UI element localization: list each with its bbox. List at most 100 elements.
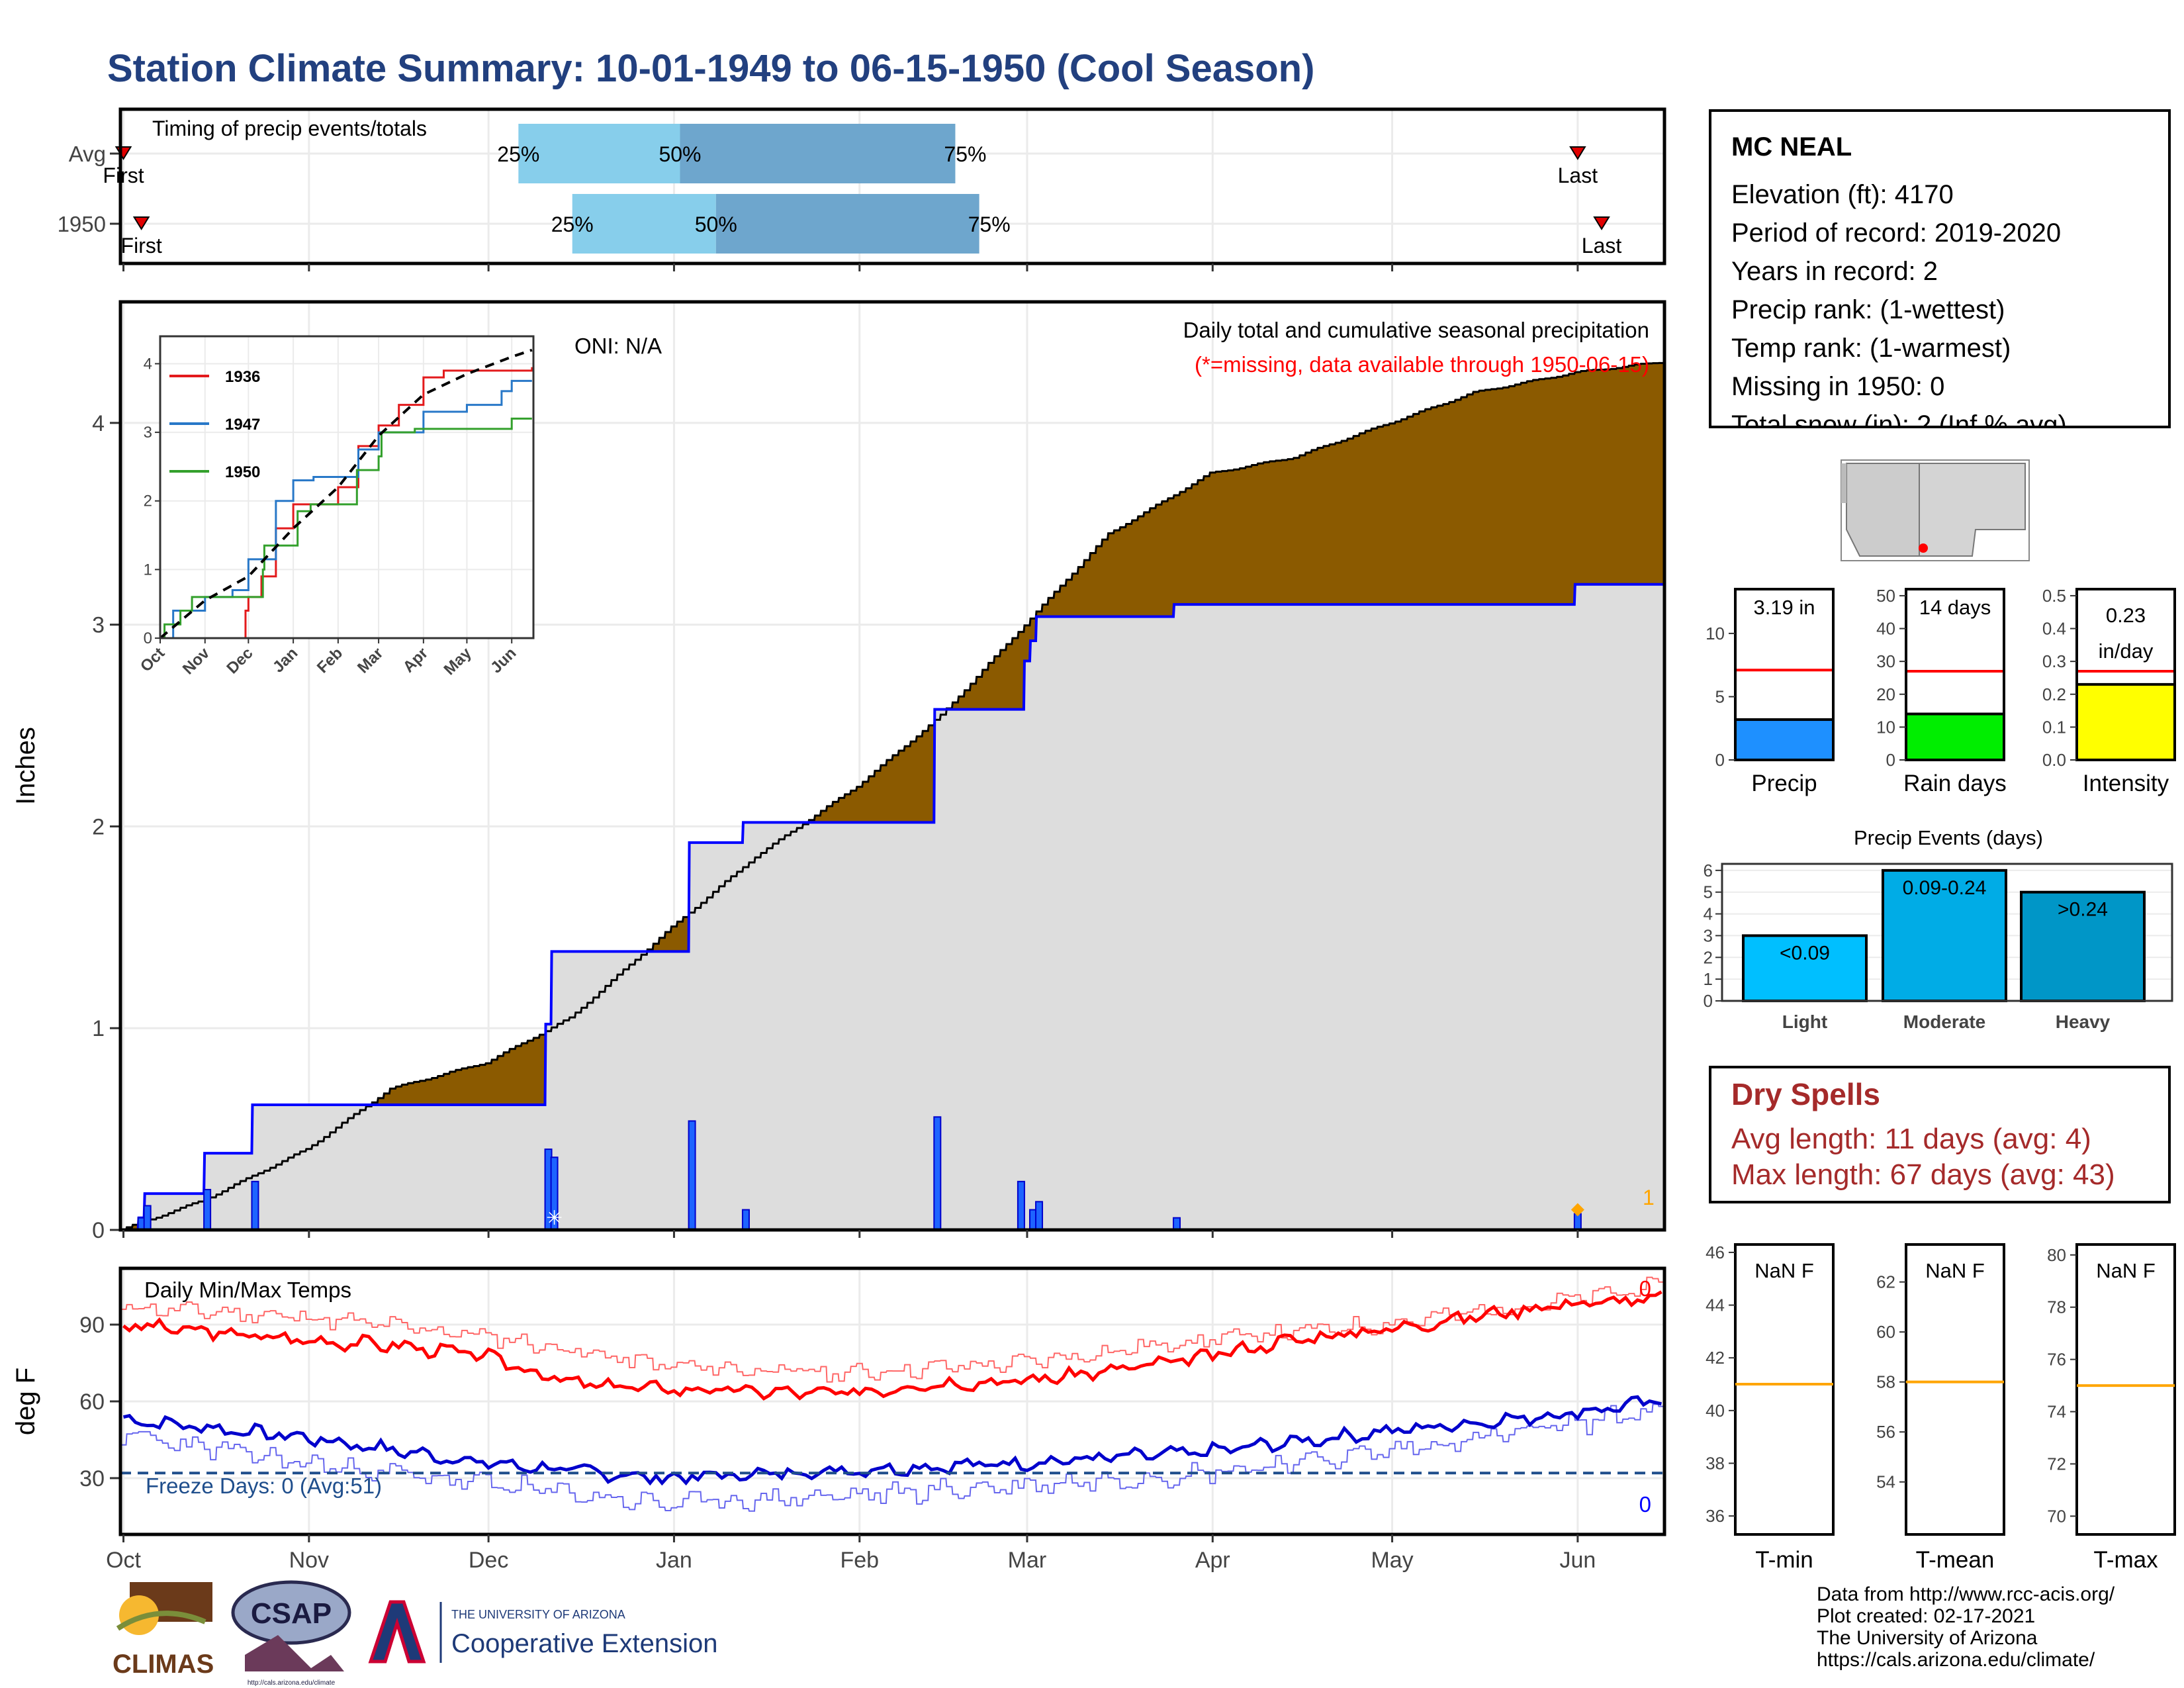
temp-y-tick-label: 40 xyxy=(1706,1401,1725,1421)
timing-p50-label: 50% xyxy=(695,212,737,236)
season-totals-panel: 3.19 in 0 5 10 Precip 14 days 0 10 20 30 40 50 Rain … xyxy=(1706,586,2176,796)
csap-logo-mountain xyxy=(245,1635,344,1671)
current-cumulative-line xyxy=(120,583,1664,1231)
events-y-tick-label: 5 xyxy=(1704,882,1713,902)
y-tick-label: 30 xyxy=(79,1466,105,1491)
credit-line: Plot created: 02-17-2021 xyxy=(1817,1605,2036,1627)
cold-days-count: 0 xyxy=(1639,1492,1651,1517)
total-y-tick-label: 0 xyxy=(1715,750,1725,770)
dry-spells-box: Dry Spells Avg length: 11 days (avg: 4) … xyxy=(1709,1066,2171,1203)
y-tick-label: 0 xyxy=(92,1218,105,1243)
daily-precip-bar xyxy=(143,1205,152,1231)
freeze-days-label: Freeze Days: 0 (Avg:51) xyxy=(146,1474,382,1498)
csap-logo-url: http://cals.arizona.edu/climate xyxy=(248,1679,336,1687)
total-y-tick-label: 0.2 xyxy=(2042,684,2066,704)
events-y-tick-label: 2 xyxy=(1704,947,1713,967)
precip-title: Daily total and cumulative seasonal prec… xyxy=(1183,318,1649,342)
event-category-label: Moderate xyxy=(1903,1011,1985,1032)
temp-y-tick-label: 74 xyxy=(2047,1402,2066,1422)
inset-y-tick-label: 1 xyxy=(144,561,152,579)
total-panel-label: Rain days xyxy=(1903,771,2007,796)
temp-y-tick-label: 78 xyxy=(2047,1297,2066,1317)
temp-y-tick-label: 72 xyxy=(2047,1454,2066,1474)
total-y-tick-label: 20 xyxy=(1876,684,1895,704)
climas-logo-text: CLIMAS xyxy=(113,1650,214,1679)
total-y-tick-label: 0.0 xyxy=(2042,750,2066,770)
x-tick-label: May xyxy=(1371,1548,1413,1573)
total-value-label: 14 days xyxy=(1919,596,1991,619)
event-bar-label: >0.24 xyxy=(2058,899,2108,921)
last-event-label: Last xyxy=(1558,164,1598,187)
total-y-tick-label: 30 xyxy=(1876,651,1895,671)
station-temp-rank: Temp rank: (1-warmest) xyxy=(1731,334,2011,363)
total-y-tick-label: 10 xyxy=(1876,717,1895,737)
temp-y-tick-label: 56 xyxy=(1876,1422,1895,1442)
inset-y-tick-label: 3 xyxy=(144,424,152,442)
temp-panel-border xyxy=(1905,1243,2005,1536)
tmin-observed-line xyxy=(122,1395,1662,1486)
x-tick-label: Oct xyxy=(106,1548,141,1573)
credit-line: https://cals.arizona.edu/climate/ xyxy=(1817,1649,2095,1671)
daily-precip-bar xyxy=(203,1189,212,1231)
temp-panel-label: T-max xyxy=(2093,1547,2158,1573)
tmax-normal-line xyxy=(120,1276,1664,1383)
timing-bar-q1 xyxy=(518,124,680,183)
events-y-tick-label: 1 xyxy=(1704,969,1713,989)
csap-logo-cloud xyxy=(231,1580,351,1645)
panel-border xyxy=(118,1266,1666,1536)
hot-days-count: 0 xyxy=(1639,1276,1651,1301)
timing-p75-label: 75% xyxy=(944,142,986,166)
events-y-tick-label: 6 xyxy=(1704,861,1713,880)
missing-marker xyxy=(1570,1203,1584,1217)
map-new-mexico xyxy=(1919,463,2026,557)
temp-y-tick-label: 70 xyxy=(2047,1506,2066,1526)
y-tick-label: 2 xyxy=(92,814,105,839)
event-bar xyxy=(2020,890,2146,1002)
x-tick-label: Dec xyxy=(469,1548,508,1573)
inset-y-tick-label: 2 xyxy=(144,492,152,510)
timing-row-label: 1950 xyxy=(58,212,106,236)
temp-value-label: NaN F xyxy=(1925,1259,1985,1282)
y-tick-label: 4 xyxy=(92,411,105,436)
temp-panel-border xyxy=(1734,1243,1835,1536)
total-bar xyxy=(2075,682,2176,762)
oni-label: ONI: N/A xyxy=(574,334,662,358)
total-panel-border xyxy=(1734,588,1835,761)
events-y-tick-label: 3 xyxy=(1704,925,1713,945)
temp-y-tick-label: 44 xyxy=(1706,1295,1725,1315)
event-bar-label: <0.09 xyxy=(1780,942,1830,964)
timing-bar-q2 xyxy=(680,124,956,183)
missing-count: 1 xyxy=(1643,1186,1655,1209)
y-tick-label: 90 xyxy=(79,1313,105,1338)
ua-logo-a xyxy=(368,1600,426,1664)
total-y-tick-label: 0 xyxy=(1886,750,1895,770)
last-event-label: Last xyxy=(1582,234,1622,258)
temp-y-tick-label: 36 xyxy=(1706,1506,1725,1526)
daily-precip-bar xyxy=(741,1209,750,1231)
precip-panel: 0 1 2 3 4 ✳ 1 Daily total and cumulative season… xyxy=(11,300,1666,1243)
credit-line: The University of Arizona xyxy=(1817,1627,2038,1649)
station-snow: Total snow (in): 2 (Inf % avg) xyxy=(1731,410,2067,428)
last-event-marker xyxy=(1569,146,1586,160)
inset-legend-label: 1950 xyxy=(225,463,260,481)
y-tick-label: 1 xyxy=(92,1016,105,1041)
ua-logo-big-text: Cooperative Extension xyxy=(451,1629,717,1658)
normal-cumulative-line xyxy=(120,361,1664,1231)
first-event-label: First xyxy=(121,234,162,258)
current-cumulative-fill xyxy=(120,584,1664,1230)
daily-precip-bar xyxy=(1017,1180,1025,1231)
total-value-label: 3.19 in xyxy=(1753,596,1815,619)
climas-logo-swoosh xyxy=(116,1611,206,1631)
station-precip-rank: Precip rank: (1-wettest) xyxy=(1731,295,2005,324)
total-y-tick-label: 0.3 xyxy=(2042,651,2066,671)
station-info-box: MC NEAL Elevation (ft): 4170 Period of r… xyxy=(1709,109,2171,428)
total-y-tick-label: 10 xyxy=(1706,624,1725,643)
event-bar-label: 0.09-0.24 xyxy=(1903,877,1987,899)
temp-panel-border xyxy=(2075,1243,2176,1536)
event-bar xyxy=(1742,934,1868,1003)
temp-y-tick-label: 76 xyxy=(2047,1350,2066,1370)
location-map xyxy=(1841,459,2030,561)
station-elevation: Elevation (ft): 4170 xyxy=(1731,180,1954,209)
total-panel-border xyxy=(2075,588,2176,761)
